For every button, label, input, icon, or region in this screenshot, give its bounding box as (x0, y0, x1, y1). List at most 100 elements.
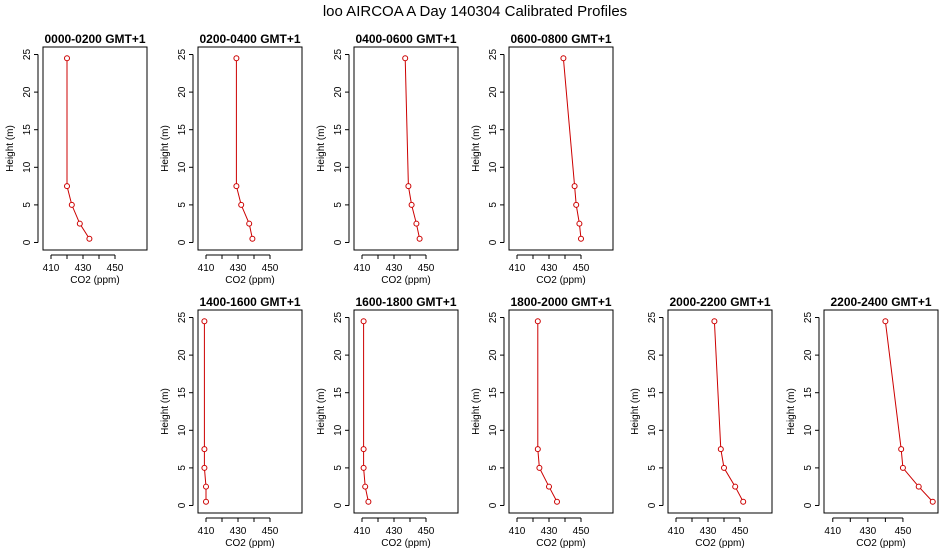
x-tick-label: 430 (541, 526, 558, 537)
data-point (362, 483, 369, 490)
x-tick-label: 410 (668, 526, 685, 537)
y-tick-label: 5 (177, 202, 188, 208)
chart-title: 0200-0400 GMT+1 (199, 32, 300, 46)
y-tick-label: 20 (177, 349, 188, 361)
profile-chart: 2000-2200 GMT+1 0 5 10 15 20 25 Height (m) 410 43… (630, 295, 773, 549)
chart-title: 2200-2400 GMT+1 (830, 295, 931, 309)
y-tick-label: 15 (488, 124, 499, 136)
data-point (573, 201, 580, 208)
data-point (578, 235, 584, 242)
y-tick-label: 5 (647, 465, 658, 471)
profile-chart: 0400-0600 GMT+1 0 5 10 15 20 25 Height (m) 410 43… (316, 32, 459, 286)
data-point (717, 446, 724, 453)
plot-frame (823, 309, 939, 514)
x-axis-label: CO2 (ppm) (856, 538, 905, 549)
profile-chart: 0000-0200 GMT+1 0 5 10 15 20 25 Height (m) 410 43… (5, 32, 148, 286)
page-title: loo AIRCOA A Day 140304 Calibrated Profi… (322, 3, 628, 20)
y-tick-label: 0 (22, 239, 33, 245)
x-tick-label: 410 (43, 263, 60, 274)
data-point (233, 183, 240, 190)
x-tick-label: 450 (418, 526, 435, 537)
x-tick-label: 430 (700, 526, 717, 537)
y-tick-label: 0 (647, 502, 658, 508)
y-tick-label: 0 (488, 239, 499, 245)
y-axis-label: Height (m) (316, 388, 327, 435)
x-axis-label: CO2 (ppm) (381, 538, 430, 549)
y-tick-label: 20 (803, 349, 814, 361)
chart-title: 1800-2000 GMT+1 (510, 295, 611, 309)
x-tick-label: 450 (107, 263, 124, 274)
y-tick-label: 15 (177, 387, 188, 399)
profile-chart: 2200-2400 GMT+1 0 5 10 15 20 25 Height (m) 410 43… (786, 295, 939, 549)
series-line (884, 321, 934, 503)
y-tick-label: 20 (22, 86, 33, 98)
x-tick-label: 430 (230, 263, 247, 274)
x-tick-label: 450 (573, 263, 590, 274)
y-axis-label: Height (m) (316, 125, 327, 172)
y-tick-label: 10 (177, 424, 188, 436)
y-tick-label: 15 (22, 124, 33, 136)
series-line (537, 321, 558, 502)
data-point (416, 235, 423, 242)
series-line (363, 321, 369, 502)
series-line (66, 58, 90, 239)
series-line (562, 58, 582, 239)
x-tick-label: 410 (824, 526, 841, 537)
x-tick-label: 430 (860, 526, 877, 537)
y-tick-label: 20 (333, 349, 344, 361)
y-tick-label: 5 (333, 202, 344, 208)
data-point (554, 498, 560, 505)
data-point (64, 55, 70, 62)
y-tick-label: 5 (22, 202, 33, 208)
data-point (402, 55, 409, 62)
chart-title: 2000-2200 GMT+1 (669, 295, 770, 309)
profile-chart: 0200-0400 GMT+1 0 5 10 15 20 25 Height (m) 410 43… (160, 32, 303, 286)
data-point (740, 498, 747, 505)
x-tick-label: 410 (354, 263, 371, 274)
y-tick-label: 15 (647, 387, 658, 399)
y-axis-label: Height (m) (5, 125, 16, 172)
x-tick-label: 410 (354, 526, 371, 537)
y-axis-label: Height (m) (160, 125, 171, 172)
y-axis-label: Height (m) (471, 388, 482, 435)
data-point (68, 201, 75, 208)
y-axis-label: Height (m) (630, 388, 641, 435)
data-point (233, 55, 240, 62)
data-point (360, 464, 367, 471)
y-tick-label: 10 (22, 161, 33, 173)
x-axis-label: CO2 (ppm) (225, 275, 274, 286)
plot-frame (197, 309, 303, 514)
y-tick-label: 0 (333, 239, 344, 245)
x-tick-label: 450 (262, 526, 279, 537)
data-point (882, 318, 889, 325)
y-tick-label: 25 (333, 49, 344, 61)
x-tick-label: 410 (198, 263, 215, 274)
data-point (915, 483, 922, 490)
series-line (713, 321, 744, 502)
y-tick-label: 20 (333, 86, 344, 98)
plot-frame (508, 309, 614, 514)
data-point (899, 464, 906, 471)
x-tick-label: 410 (509, 526, 526, 537)
data-point (929, 498, 936, 505)
y-tick-label: 15 (333, 387, 344, 399)
x-tick-label: 450 (418, 263, 435, 274)
data-point (413, 220, 420, 227)
y-tick-label: 10 (488, 161, 499, 173)
y-tick-label: 0 (803, 502, 814, 508)
y-axis-label: Height (m) (160, 388, 171, 435)
chart-title: 0600-0800 GMT+1 (510, 32, 611, 46)
y-tick-label: 25 (22, 49, 33, 61)
data-point (898, 446, 905, 453)
x-tick-label: 430 (230, 526, 247, 537)
chart-title: 0000-0200 GMT+1 (44, 32, 145, 46)
x-tick-label: 450 (895, 526, 912, 537)
data-point (238, 201, 245, 208)
profile-chart: 1600-1800 GMT+1 0 5 10 15 20 25 Height (m) 410 43… (316, 295, 459, 549)
data-point (360, 446, 367, 453)
y-tick-label: 25 (177, 49, 188, 61)
data-point (203, 483, 209, 490)
data-point (201, 318, 208, 325)
profile-chart: 1800-2000 GMT+1 0 5 10 15 20 25 Height (m) 410 43… (471, 295, 614, 549)
